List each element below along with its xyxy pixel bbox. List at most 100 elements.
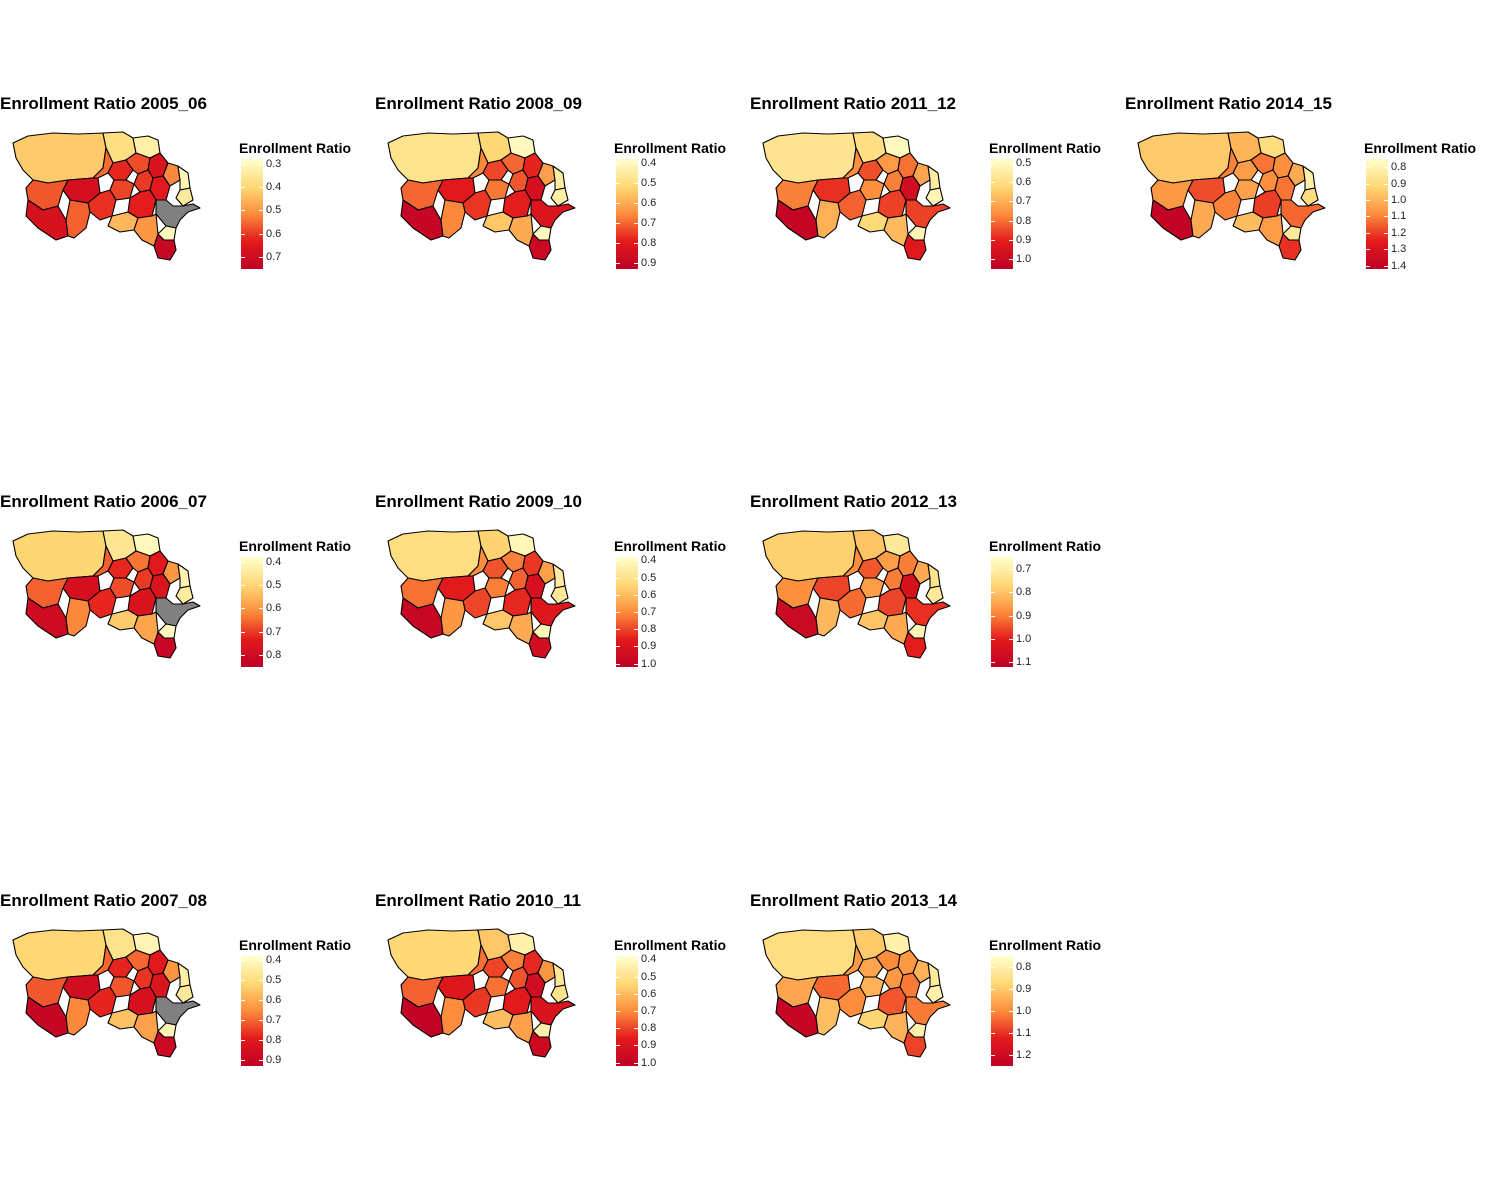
district-region [162, 959, 181, 984]
map-panel-2008-09: Enrollment Ratio 2008_09 Enrollment Rati… [375, 94, 747, 354]
legend-tick-mark [616, 1045, 638, 1047]
district-map [387, 529, 576, 659]
legend-tick-label: 0.5 [1016, 156, 1032, 169]
legend-tick-mark [241, 233, 263, 235]
district-region [550, 187, 569, 207]
district-region [65, 996, 91, 1036]
legend-tick-label: 0.8 [641, 1022, 657, 1035]
district-region [530, 199, 576, 229]
legend-tick-label: 0.4 [266, 555, 282, 568]
legend-tick-mark [991, 220, 1013, 222]
legend-tick-label: 1.2 [1391, 226, 1407, 239]
district-region [1190, 199, 1216, 239]
color-scale-bar [241, 956, 263, 1066]
legend-tick-mark [991, 592, 1013, 594]
district-region [815, 199, 841, 239]
legend-tick-mark [1366, 167, 1388, 169]
district-region [528, 631, 552, 659]
legend-tick-label: 1.0 [1016, 253, 1032, 266]
legend-tick-label: 0.7 [641, 606, 657, 618]
panel-title: Enrollment Ratio 2005_06 [0, 94, 207, 113]
legend-tick-label: 0.6 [266, 994, 282, 1006]
color-scale-bar [991, 956, 1013, 1066]
legend-tick-mark [616, 1062, 638, 1064]
district-region [508, 611, 534, 645]
district-region [175, 187, 194, 207]
legend-tick-label: 1.0 [641, 657, 657, 670]
district-region [175, 585, 194, 605]
legend-tick-mark [1366, 200, 1388, 202]
district-region [1278, 233, 1302, 261]
legend-tick-mark [991, 1011, 1013, 1012]
color-scale-bar [991, 159, 1013, 269]
legend-tick-label: 0.9 [1016, 983, 1032, 995]
legend-tick-label: 0.7 [266, 625, 282, 638]
district-region [530, 597, 576, 627]
legend-tick-mark [1366, 216, 1388, 218]
district-region [762, 132, 857, 184]
legend-tick-label: 0.4 [641, 157, 657, 169]
legend-tick-label: 0.6 [266, 602, 282, 615]
district-region [1137, 132, 1232, 184]
legend-tick-label: 1.2 [1016, 1049, 1032, 1061]
legend-tick-label: 0.4 [266, 181, 282, 194]
district-region [550, 984, 569, 1004]
legend-tick-mark [991, 568, 1013, 570]
legend-tick-mark [991, 967, 1013, 968]
legend-title: Enrollment Ratio [989, 538, 1102, 554]
district-region [1258, 213, 1284, 247]
district-region [65, 597, 91, 637]
legend-tick-mark [616, 663, 638, 665]
district-region [133, 1010, 159, 1044]
legend-tick-label: 0.5 [641, 571, 657, 584]
district-region [925, 984, 944, 1004]
legend-tick-mark [616, 203, 638, 204]
legend-tick-mark [616, 163, 638, 164]
legend-title: Enrollment Ratio [239, 140, 352, 156]
district-region [12, 132, 107, 184]
district-region [133, 213, 159, 247]
legend-tick-mark [991, 662, 1013, 664]
district-region [903, 1030, 927, 1058]
legend-tick-mark [616, 629, 638, 631]
legend-tick-label: 0.9 [641, 640, 657, 653]
district-region [153, 631, 177, 659]
district-region [925, 585, 944, 605]
legend-tick-mark [1366, 249, 1388, 251]
legend-tick-mark [991, 259, 1013, 261]
legend-tick-label: 1.0 [641, 1056, 657, 1069]
legend-tick-mark [616, 959, 638, 961]
panel-title: Enrollment Ratio 2006_07 [0, 492, 207, 511]
legend-title: Enrollment Ratio [989, 937, 1102, 953]
district-region [155, 199, 201, 229]
district-map [387, 928, 576, 1058]
district-region [177, 165, 191, 191]
district-region [925, 187, 944, 207]
legend-tick-mark [991, 182, 1013, 184]
legend-tick-mark [241, 655, 263, 657]
map-panel-2005-06: Enrollment Ratio 2005_06 Enrollment Rati… [0, 94, 372, 354]
legend-tick-mark [241, 1020, 263, 1021]
district-region [912, 162, 931, 187]
legend-tick-label: 0.9 [1016, 234, 1032, 247]
legend-tick-label: 0.7 [641, 1005, 657, 1017]
legend-tick-mark [991, 989, 1013, 990]
district-region [537, 560, 556, 585]
district-region [177, 563, 191, 589]
district-region [387, 929, 482, 981]
legend-tick-label: 1.1 [1391, 210, 1407, 223]
color-scale-bar [616, 159, 638, 269]
legend-title: Enrollment Ratio [1364, 140, 1477, 156]
district-region [162, 560, 181, 585]
district-region [528, 233, 552, 261]
legend-tick-mark [616, 223, 638, 224]
legend-tick-label: 0.8 [641, 237, 657, 249]
legend-title: Enrollment Ratio [614, 937, 727, 953]
color-scale-bar [241, 557, 263, 667]
district-region [883, 1010, 909, 1044]
district-region [883, 213, 909, 247]
district-region [1302, 165, 1316, 191]
district-region [127, 189, 157, 219]
district-region [387, 530, 482, 582]
legend-tick-label: 0.8 [1016, 214, 1032, 227]
